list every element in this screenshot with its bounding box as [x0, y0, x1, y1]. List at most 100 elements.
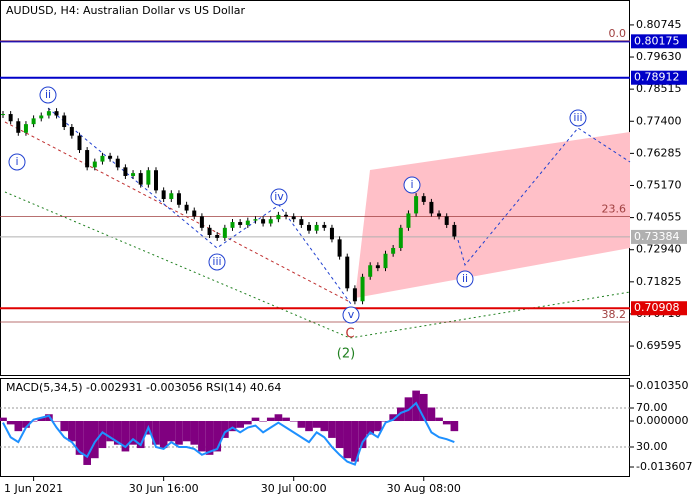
macd-bar: [182, 421, 191, 442]
x-tick-label: 30 Aug 08:00: [387, 482, 461, 495]
macd-bar: [343, 421, 352, 459]
candle: [131, 173, 136, 176]
wave-label: C: [345, 327, 354, 342]
candle: [276, 214, 281, 220]
macd-bar: [419, 393, 428, 422]
fib-label: 23.6: [602, 203, 627, 216]
macd-bar: [289, 421, 298, 422]
macd-bar: [22, 421, 30, 428]
wave-circle: [270, 188, 288, 206]
x-tick-label: 30 Jul 00:00: [261, 482, 327, 495]
candle: [23, 124, 28, 133]
wave-circle: [456, 270, 474, 288]
candle: [161, 190, 166, 200]
projection-line: [457, 127, 631, 267]
y-tick-label: 0.69595: [636, 339, 682, 352]
candle: [92, 161, 97, 168]
candle: [154, 170, 158, 191]
candle: [261, 219, 266, 224]
macd-bar: [397, 407, 405, 422]
macd-bar: [427, 407, 436, 422]
candle: [100, 155, 105, 162]
candle: [54, 111, 59, 116]
rsi-line: [2, 401, 455, 466]
wave-label: iv: [274, 190, 284, 203]
wave-label: iii: [212, 255, 221, 268]
price-tag-label: 0.80175: [634, 34, 680, 47]
wave-label: i: [15, 155, 18, 168]
trend-line: [4, 121, 351, 303]
candle: [184, 204, 189, 211]
candle: [284, 214, 289, 217]
macd-bar: [389, 414, 397, 422]
macd-bar: [91, 421, 99, 459]
candle: [16, 121, 21, 133]
y-tick-label: 0.79630: [636, 50, 682, 63]
macd-bar: [68, 421, 76, 442]
candle: [46, 111, 51, 116]
candle: [437, 213, 442, 217]
wave-circle: [569, 109, 587, 127]
candle: [322, 224, 327, 228]
candle: [215, 235, 220, 238]
y-tick-label: 0.75170: [636, 178, 682, 191]
candle: [85, 150, 90, 168]
macd-bar: [259, 421, 267, 422]
macd-bar: [305, 421, 313, 432]
macd-bar: [167, 421, 176, 442]
macd-bar: [29, 421, 38, 422]
candle: [444, 216, 449, 225]
y2-tick-label: 70.00: [636, 401, 668, 414]
macd-bar: [175, 421, 183, 445]
x-tick-label: 30 Jun 16:00: [129, 482, 199, 495]
price-tag-label: 0.78912: [634, 71, 680, 84]
macd-bar: [113, 421, 122, 445]
candle: [222, 227, 227, 238]
macd-bar: [374, 421, 382, 432]
candle: [337, 239, 342, 257]
candle: [31, 118, 36, 125]
candle: [329, 227, 334, 240]
price-tag: [631, 34, 687, 49]
price-tag-label: 0.73384: [634, 230, 680, 243]
candle: [307, 224, 311, 231]
macd-bar: [106, 421, 114, 442]
y-tick-label: 0.80745: [636, 18, 682, 31]
price-tag: [631, 70, 687, 85]
candle: [176, 193, 181, 205]
price-tag: [631, 301, 687, 316]
macd-bar: [282, 417, 290, 422]
macd-bar: [450, 421, 459, 432]
candle: [8, 114, 13, 122]
macd-bar: [297, 421, 306, 428]
macd-bar: [190, 421, 199, 445]
macd-bar: [37, 417, 46, 422]
wave-label: (2): [337, 347, 355, 362]
candle: [314, 224, 319, 231]
macd-bar: [221, 421, 229, 438]
macd-bar: [52, 421, 61, 422]
candle: [138, 173, 143, 185]
candle: [352, 288, 357, 302]
macd-bar: [75, 421, 84, 455]
candle: [62, 115, 67, 128]
wave-label: v: [348, 308, 355, 321]
candle: [169, 193, 174, 200]
macd-bar: [266, 417, 275, 422]
candle: [375, 265, 380, 269]
macd-bar: [14, 421, 23, 432]
macd-bar: [366, 421, 375, 435]
y-tick-label: 0.72940: [636, 243, 682, 256]
macd-bar: [198, 421, 206, 452]
macd-bar: [274, 414, 283, 422]
candle: [253, 219, 258, 221]
macd-bar: [244, 421, 252, 425]
candle: [383, 253, 388, 269]
candle: [421, 196, 426, 202]
candle: [291, 216, 296, 220]
y-tick-label: 0.77400: [636, 114, 682, 127]
candle: [452, 224, 457, 237]
macd-bar: [60, 421, 69, 432]
macd-bar: [98, 421, 107, 449]
